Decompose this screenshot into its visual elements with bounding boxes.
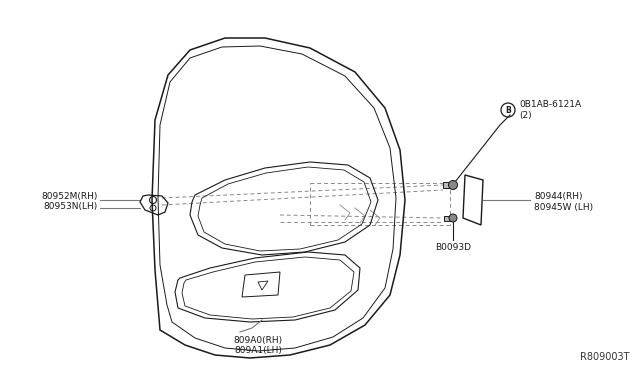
Text: B0093D: B0093D — [435, 244, 471, 253]
Text: 809A0(RH): 809A0(RH) — [234, 336, 283, 344]
Text: R809003T: R809003T — [580, 352, 630, 362]
Text: 80945W (LH): 80945W (LH) — [534, 202, 593, 212]
Text: B: B — [505, 106, 511, 115]
Text: 80944(RH): 80944(RH) — [534, 192, 582, 201]
Circle shape — [449, 214, 457, 222]
Text: 80952M(RH): 80952M(RH) — [42, 192, 98, 201]
Text: 0B1AB-6121A: 0B1AB-6121A — [519, 99, 581, 109]
Text: 809A1(LH): 809A1(LH) — [234, 346, 282, 355]
Text: (2): (2) — [519, 110, 532, 119]
Bar — [443, 182, 453, 188]
Text: 80953N(LH): 80953N(LH) — [44, 202, 98, 211]
Circle shape — [449, 180, 458, 189]
Bar — [444, 216, 453, 221]
